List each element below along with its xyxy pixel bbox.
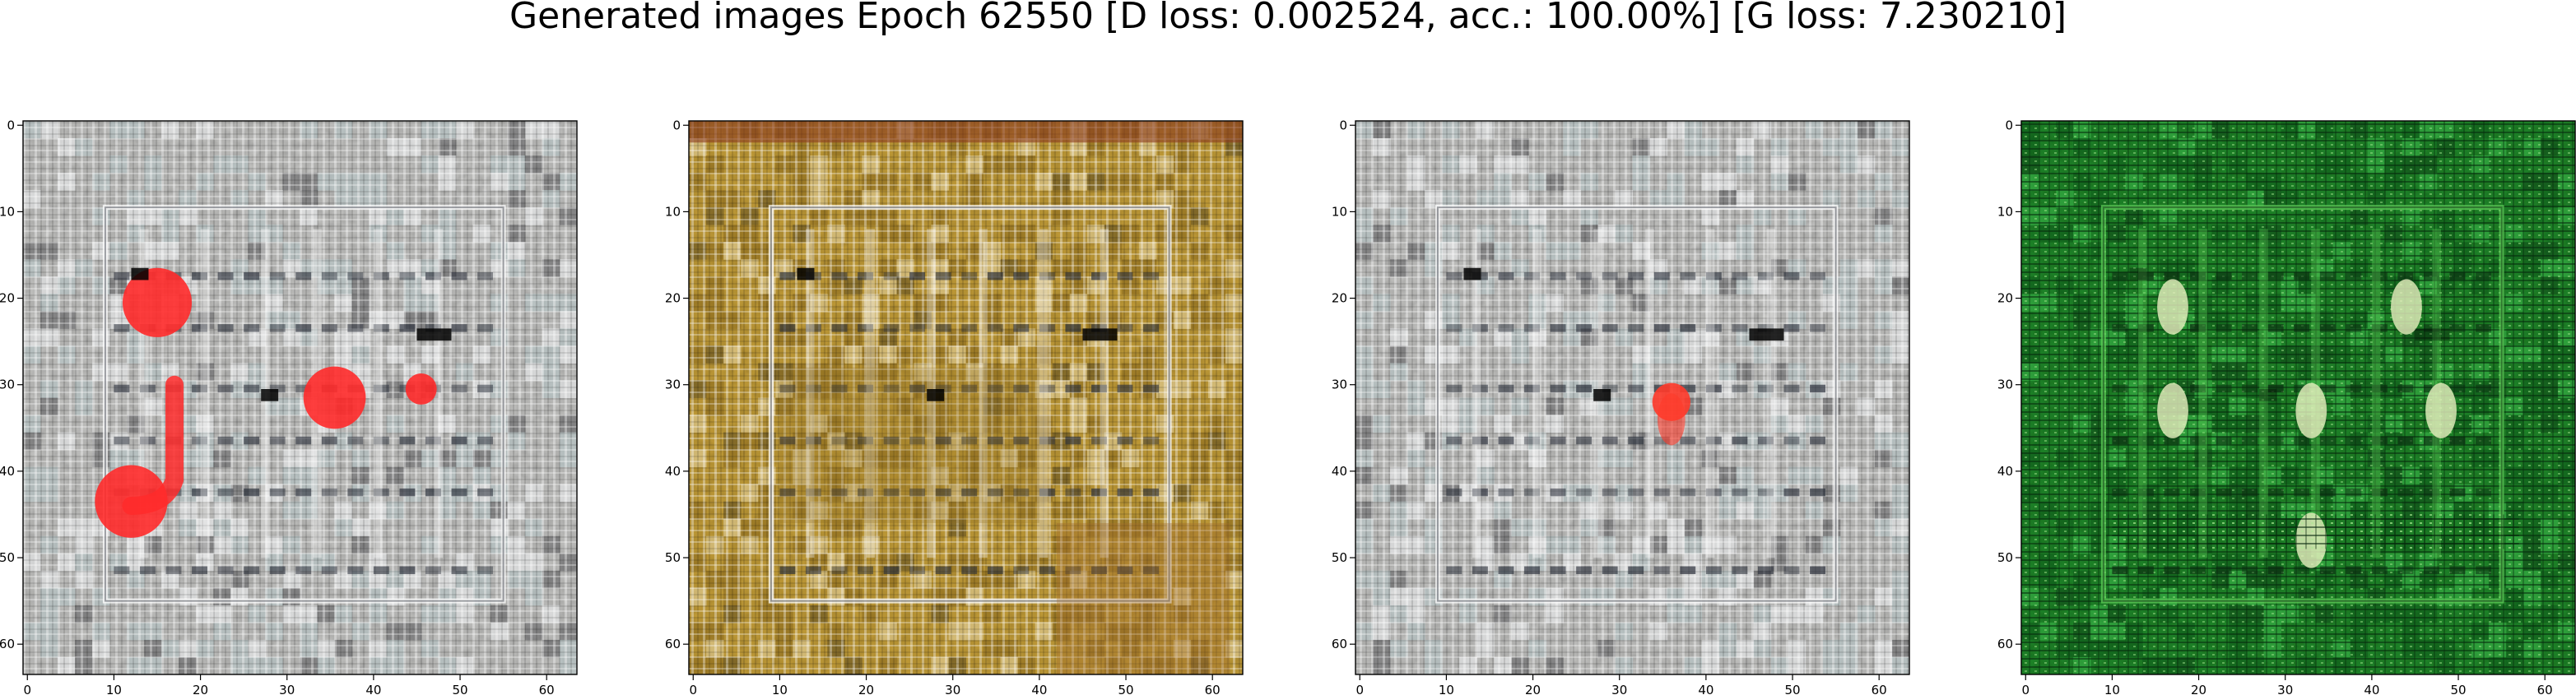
generated-image-3-axes-frame [1355,120,1910,675]
y-tick-label: 0 [672,118,681,132]
x-tick-label: 0 [23,683,31,695]
y-tick-label: 60 [665,637,681,651]
x-tick-label: 60 [1872,683,1887,695]
y-tick-label: 40 [665,464,681,479]
generated-image-2: 0 10 20 30 40 50 60 0 10 20 30 40 50 60 [665,118,1244,695]
y-tick-label: 40 [1332,464,1347,479]
x-tick-label: 0 [689,683,697,695]
y-tick-label: 10 [665,204,681,219]
x-tick-label: 10 [772,683,788,695]
figure-title: Generated images Epoch 62550 [D loss: 0.… [509,0,2067,37]
x-tick-label: 50 [2450,683,2466,695]
x-tick-label: 40 [365,683,381,695]
x-tick-label: 30 [1611,683,1627,695]
y-tick-label: 30 [0,378,15,392]
y-tick-label: 40 [0,464,15,479]
x-tick-label: 60 [1205,683,1221,695]
x-tick-label: 50 [1118,683,1133,695]
y-tick-label: 20 [665,291,681,306]
x-tick-label: 20 [2191,683,2206,695]
y-tick-label: 30 [1332,378,1347,392]
y-tick-label: 60 [0,637,15,651]
y-tick-label: 20 [1997,291,2013,306]
x-tick-label: 60 [539,683,555,695]
y-tick-label: 40 [1997,464,2013,479]
x-tick-label: 30 [279,683,295,695]
y-tick-label: 0 [1339,118,1347,132]
x-tick-label: 50 [452,683,467,695]
generated-image-1-axes-frame [22,120,578,675]
generated-image-4-pixels [2021,121,2575,674]
x-tick-label: 50 [1784,683,1800,695]
y-tick-label: 50 [1332,550,1347,565]
y-tick-label: 30 [665,378,681,392]
x-tick-label: 10 [106,683,122,695]
generated-image-4: 0 10 20 30 40 50 60 0 10 20 30 40 50 60 [1997,118,2576,695]
y-tick-label: 50 [0,550,15,565]
y-tick-label: 60 [1997,637,2013,651]
y-tick-label: 0 [2005,118,2013,132]
x-tick-label: 40 [2364,683,2379,695]
x-tick-label: 40 [1031,683,1047,695]
x-tick-label: 20 [193,683,208,695]
generated-image-1-pixels [23,121,577,674]
x-tick-label: 30 [945,683,960,695]
y-tick-label: 30 [1997,378,2013,392]
x-tick-label: 10 [1439,683,1454,695]
x-tick-label: 0 [1355,683,1364,695]
generated-image-4-axes-frame [2020,120,2576,675]
y-tick-label: 10 [0,204,15,219]
x-tick-label: 10 [2104,683,2120,695]
x-tick-label: 30 [2277,683,2293,695]
generated-image-1: 0 10 20 30 40 50 60 0 10 20 30 40 50 60 [0,118,578,695]
generated-image-3: 0 10 20 30 40 50 60 0 10 20 30 40 50 60 [1332,118,1910,695]
x-tick-label: 20 [858,683,874,695]
y-tick-label: 60 [1332,637,1347,651]
y-tick-label: 0 [7,118,15,132]
x-tick-label: 0 [2021,683,2030,695]
y-tick-label: 10 [1332,204,1347,219]
generated-image-2-axes-frame [688,120,1244,675]
generated-image-2-pixels [689,121,1243,674]
x-tick-label: 40 [1698,683,1713,695]
y-tick-label: 20 [1332,291,1347,306]
y-tick-label: 10 [1997,204,2013,219]
x-tick-label: 20 [1525,683,1541,695]
x-tick-label: 60 [2537,683,2553,695]
y-tick-label: 20 [0,291,15,306]
y-tick-label: 50 [665,550,681,565]
generated-image-3-pixels [1355,121,1909,674]
y-tick-label: 50 [1997,550,2013,565]
